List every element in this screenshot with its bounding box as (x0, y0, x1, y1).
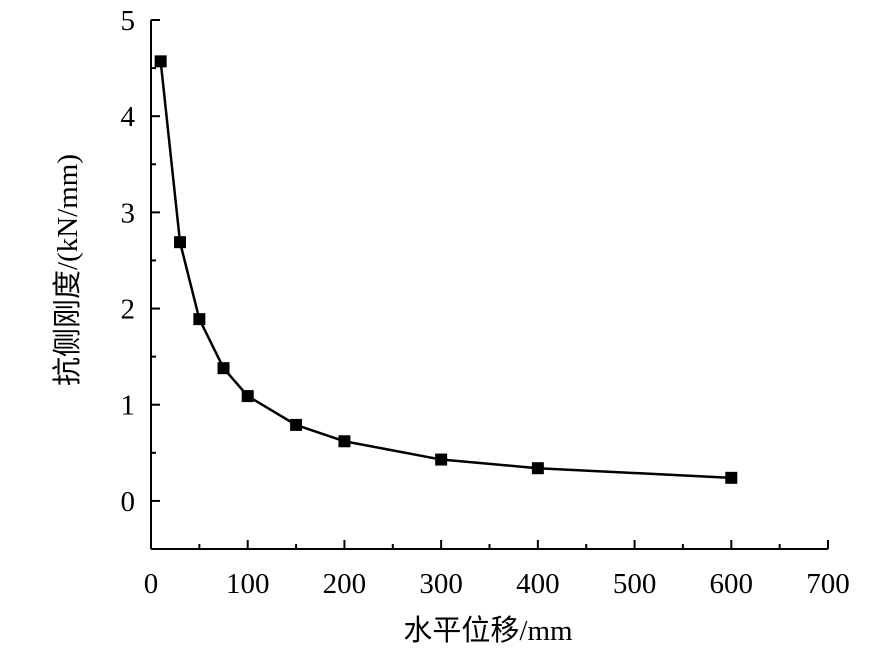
y-tick-label: 3 (121, 197, 136, 229)
data-point-marker (217, 362, 230, 375)
series-line (159, 61, 732, 480)
data-point-marker (725, 471, 738, 484)
series-layer (154, 55, 738, 484)
x-tick-label: 500 (613, 568, 657, 600)
y-tick-label: 4 (121, 101, 136, 133)
data-point-marker (290, 418, 303, 431)
data-point-marker (531, 462, 544, 475)
data-point-marker (435, 453, 448, 466)
x-tick-label: 200 (323, 568, 367, 600)
y-tick-label: 1 (121, 390, 136, 422)
x-tick-label: 700 (806, 568, 850, 600)
y-tick-label: 5 (121, 5, 136, 37)
data-point-marker (241, 390, 254, 403)
plot-axes (150, 20, 828, 550)
y-tick-label: 0 (121, 486, 136, 518)
data-point-marker (174, 236, 187, 249)
x-tick-label: 600 (710, 568, 754, 600)
x-axis-ticks: 0 100 200 300 400 500 600 700 (144, 540, 850, 600)
y-tick-label: 2 (121, 294, 136, 326)
y-axis-title: 抗侧刚度/(kN/mm) (51, 154, 84, 386)
y-axis-ticks: 0 1 2 3 4 5 (121, 5, 160, 550)
x-tick-label: 300 (419, 568, 463, 600)
x-tick-label: 400 (516, 568, 560, 600)
data-point-marker (154, 55, 167, 68)
x-tick-label: 0 (144, 568, 159, 600)
x-tick-label: 100 (226, 568, 270, 600)
data-point-marker (338, 435, 351, 448)
data-point-marker (193, 313, 206, 326)
x-axis-title: 水平位移/mm (403, 614, 573, 647)
